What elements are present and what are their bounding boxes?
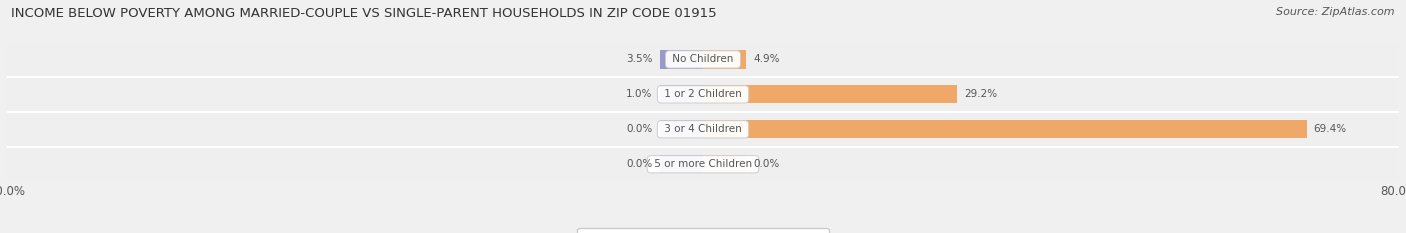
Text: Source: ZipAtlas.com: Source: ZipAtlas.com [1277,7,1395,17]
Bar [703,120,1306,138]
Text: 0.0%: 0.0% [626,159,652,169]
Text: 5 or more Children: 5 or more Children [651,159,755,169]
Text: 29.2%: 29.2% [965,89,997,99]
Text: 1.0%: 1.0% [626,89,652,99]
Text: 0.0%: 0.0% [754,159,780,169]
Bar [7,42,1399,77]
Bar [703,155,747,173]
Text: 0.0%: 0.0% [626,124,652,134]
Text: No Children: No Children [669,55,737,64]
Bar [703,85,957,103]
Bar [659,120,703,138]
Bar [7,112,1399,147]
Text: 4.9%: 4.9% [754,55,780,64]
Text: 3 or 4 Children: 3 or 4 Children [661,124,745,134]
Bar [659,50,703,69]
Bar [7,77,1399,112]
Text: 69.4%: 69.4% [1313,124,1347,134]
Text: INCOME BELOW POVERTY AMONG MARRIED-COUPLE VS SINGLE-PARENT HOUSEHOLDS IN ZIP COD: INCOME BELOW POVERTY AMONG MARRIED-COUPL… [11,7,717,20]
Bar [659,85,703,103]
Text: 1 or 2 Children: 1 or 2 Children [661,89,745,99]
Bar [659,155,703,173]
Text: 3.5%: 3.5% [626,55,652,64]
Bar [703,50,745,69]
Legend: Married Couples, Single Parents: Married Couples, Single Parents [578,228,828,233]
Bar [7,147,1399,182]
